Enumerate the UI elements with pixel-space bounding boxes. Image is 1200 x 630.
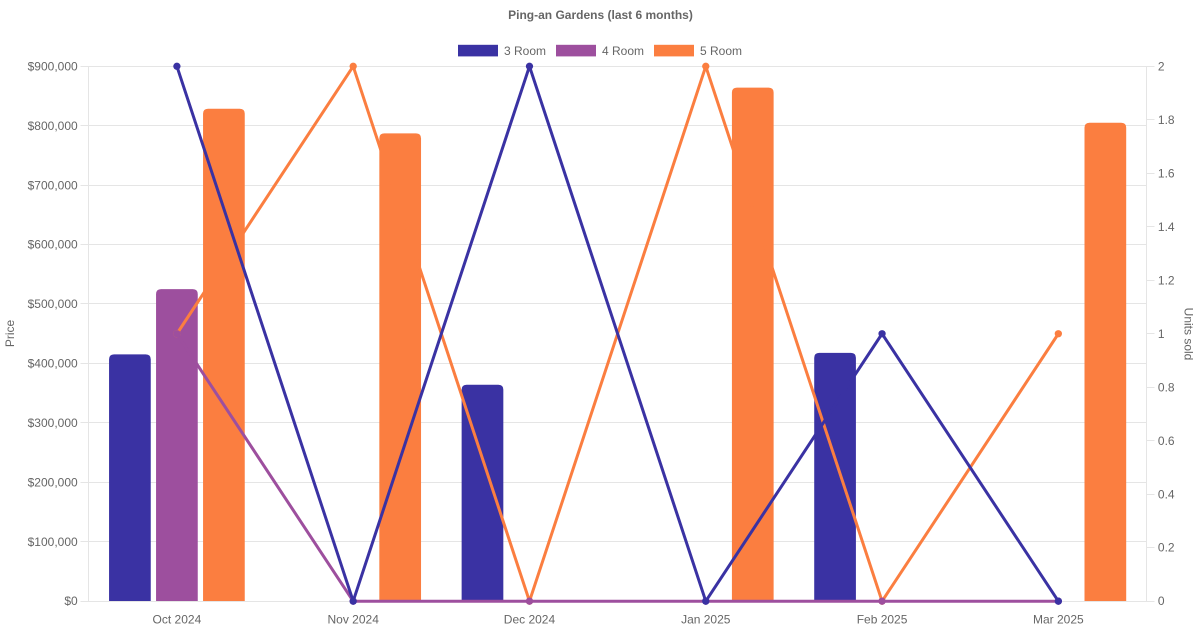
svg-text:1.4: 1.4 — [1158, 220, 1175, 234]
svg-text:$500,000: $500,000 — [28, 297, 78, 311]
svg-text:Price: Price — [3, 320, 17, 348]
svg-text:Ping-an Gardens (last 6 months: Ping-an Gardens (last 6 months) — [508, 8, 693, 22]
svg-text:Mar 2025: Mar 2025 — [1033, 613, 1084, 627]
svg-text:$900,000: $900,000 — [28, 60, 78, 74]
svg-text:$100,000: $100,000 — [28, 535, 78, 549]
svg-text:4 Room: 4 Room — [602, 44, 644, 58]
svg-text:Jan 2025: Jan 2025 — [681, 613, 731, 627]
svg-text:$0: $0 — [64, 594, 78, 608]
svg-text:0.8: 0.8 — [1158, 380, 1175, 394]
svg-text:Units sold: Units sold — [1181, 308, 1195, 361]
svg-text:$400,000: $400,000 — [28, 357, 78, 371]
svg-text:0.2: 0.2 — [1158, 541, 1175, 555]
svg-text:0.4: 0.4 — [1158, 487, 1175, 501]
svg-text:$600,000: $600,000 — [28, 238, 78, 252]
svg-text:2: 2 — [1158, 60, 1165, 74]
svg-text:Feb 2025: Feb 2025 — [857, 613, 908, 627]
svg-text:$300,000: $300,000 — [28, 416, 78, 430]
svg-text:Nov 2024: Nov 2024 — [328, 613, 380, 627]
svg-text:Oct 2024: Oct 2024 — [153, 613, 202, 627]
svg-text:5 Room: 5 Room — [700, 44, 742, 58]
svg-text:$800,000: $800,000 — [28, 119, 78, 133]
svg-text:1: 1 — [1158, 327, 1165, 341]
svg-text:1.6: 1.6 — [1158, 166, 1175, 180]
svg-text:$200,000: $200,000 — [28, 475, 78, 489]
svg-text:3 Room: 3 Room — [504, 44, 546, 58]
svg-text:0.6: 0.6 — [1158, 434, 1175, 448]
svg-text:0: 0 — [1158, 594, 1165, 608]
svg-text:1.8: 1.8 — [1158, 113, 1175, 127]
svg-text:Dec 2024: Dec 2024 — [504, 613, 556, 627]
svg-text:$700,000: $700,000 — [28, 178, 78, 192]
svg-text:1.2: 1.2 — [1158, 273, 1175, 287]
